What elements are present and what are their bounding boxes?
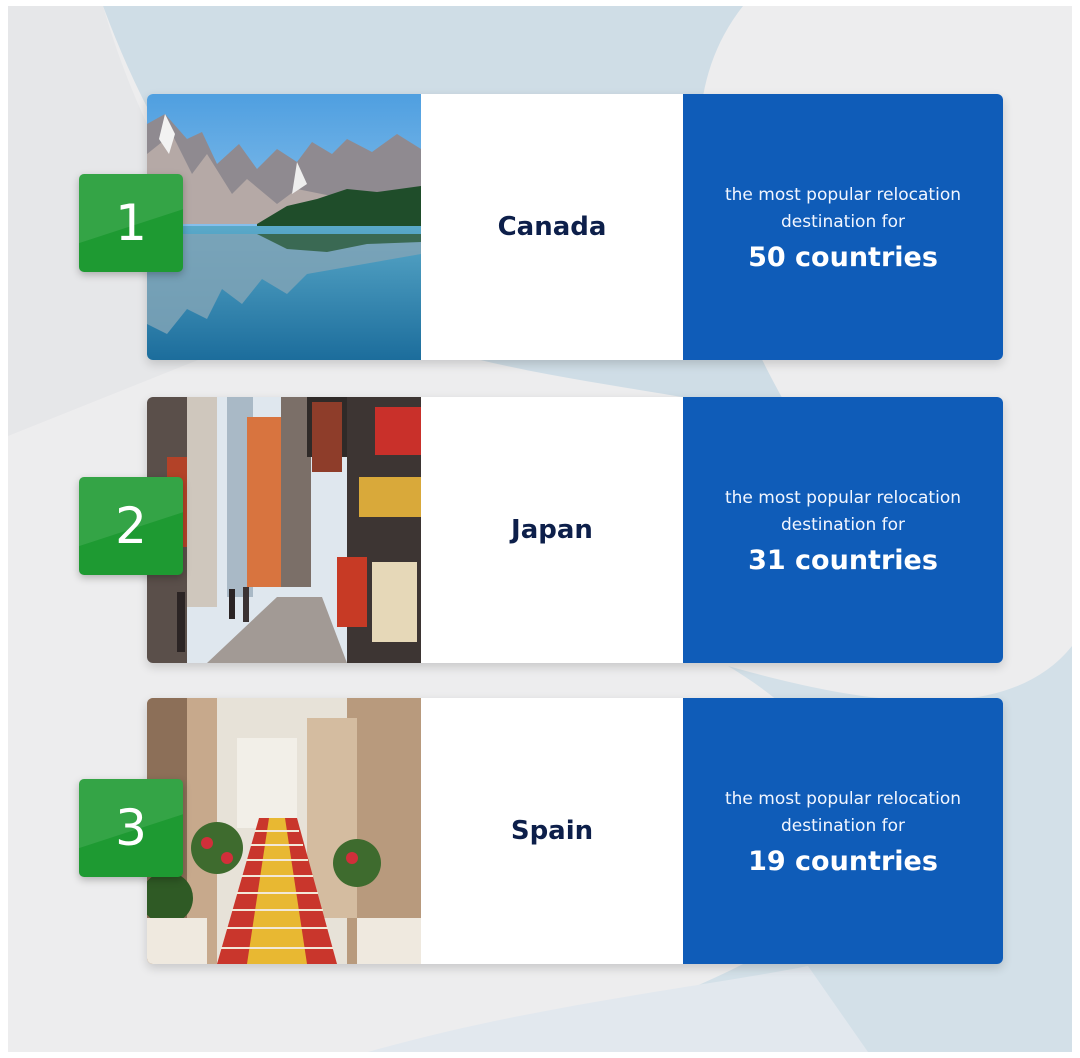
painted-stairs-photo [147,698,421,964]
stat-panel: the most popular relocation destination … [683,698,1003,964]
infographic-canvas: Canada the most popular relocation desti… [8,6,1072,1052]
country-name: Spain [510,816,594,846]
rank-badge-1: 1 [79,174,183,272]
stat-panel: the most popular relocation destination … [683,94,1003,360]
stat-count: 19 countries [748,845,938,877]
country-name-panel: Spain [421,698,683,964]
stat-count: 50 countries [748,241,938,273]
city-street-photo [147,397,421,663]
stat-panel: the most popular relocation destination … [683,397,1003,663]
stat-line-1: the most popular relocation [724,487,961,508]
stat-line-2: destination for [780,514,906,535]
destination-card-2: Japan the most popular relocation destin… [147,397,1003,663]
destination-card-3: Spain the most popular relocation destin… [147,698,1003,964]
stat-line-2: destination for [780,815,906,836]
country-name-panel: Japan [421,397,683,663]
rank-badge-3: 3 [79,779,183,877]
country-name: Canada [497,212,607,242]
stat-line-1: the most popular relocation [724,184,961,205]
stat-line-2: destination for [780,211,906,232]
rank-number: 3 [115,799,147,857]
rank-number: 2 [115,497,147,555]
stat-line-1: the most popular relocation [724,788,961,809]
country-name-panel: Canada [421,94,683,360]
rank-number: 1 [115,194,147,252]
mountain-lake-photo [147,94,421,360]
stat-count: 31 countries [748,544,938,576]
country-name: Japan [511,515,593,545]
destination-card-1: Canada the most popular relocation desti… [147,94,1003,360]
rank-badge-2: 2 [79,477,183,575]
